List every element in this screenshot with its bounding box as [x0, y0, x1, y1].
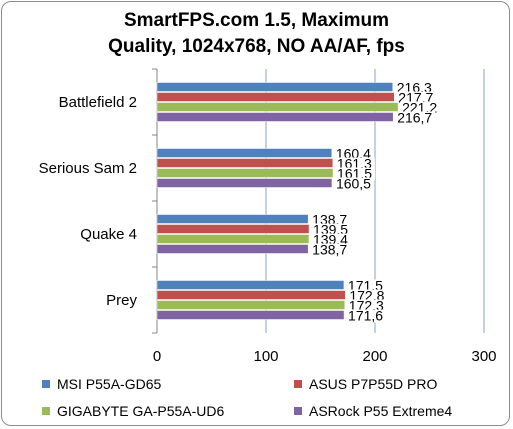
data-label-background: [333, 147, 374, 161]
data-label-background: [395, 111, 436, 125]
data-label-background: [400, 101, 441, 115]
data-label: 216,7: [397, 110, 432, 126]
bar: [156, 82, 394, 92]
data-label-background: [310, 213, 351, 227]
legend-item: ASUS P7P55D PRO: [294, 376, 437, 392]
category-label: Prey: [106, 292, 137, 309]
legend-item: ASRock P55 Extreme4: [294, 403, 452, 419]
data-label-background: [346, 309, 387, 323]
data-label-background: [311, 223, 352, 237]
data-label-background: [310, 243, 351, 257]
data-label-background: [310, 233, 351, 247]
legend-swatch: [42, 380, 50, 388]
category-label: Serious Sam 2: [39, 160, 137, 177]
bar: [156, 158, 334, 168]
bar: [156, 148, 333, 158]
legend-swatch: [42, 407, 50, 415]
data-label-background: [394, 81, 435, 95]
bar: [156, 280, 345, 290]
data-label-background: [347, 289, 388, 303]
x-tick-label: 200: [362, 348, 387, 365]
legend-label: MSI P55A-GD65: [57, 376, 162, 392]
data-label: 171,6: [348, 308, 383, 324]
data-label-background: [345, 279, 386, 293]
bar: [156, 224, 310, 234]
legend-swatch: [294, 380, 302, 388]
bar: [156, 92, 395, 102]
bar: [156, 290, 346, 300]
chart-title-line-1: SmartFPS.com 1.5, Maximum: [123, 10, 390, 31]
data-label: 160,5: [336, 176, 371, 192]
bar: [156, 310, 345, 320]
chart-title-line-2: Quality, 1024x768, NO AA/AF, fps: [108, 36, 405, 57]
chart-title: SmartFPS.com 1.5, Maximum Quality, 1024x…: [40, 8, 473, 60]
x-tick-label: 0: [153, 348, 161, 365]
data-label: 138,7: [312, 242, 347, 258]
data-label-background: [335, 167, 376, 181]
bar: [156, 244, 309, 254]
data-label-background: [333, 177, 374, 191]
data-label-background: [396, 91, 437, 105]
bar: [156, 102, 399, 112]
bar: [156, 178, 333, 188]
legend-item: MSI P55A-GD65: [42, 376, 161, 392]
category-label: Quake 4: [80, 226, 137, 243]
legend-label: ASRock P55 Extreme4: [309, 403, 453, 419]
x-tick-label: 300: [471, 348, 496, 365]
bar: [156, 214, 309, 224]
bar: [156, 300, 346, 310]
legend-label: ASUS P7P55D PRO: [309, 376, 438, 392]
category-label: Battlefield 2: [59, 94, 137, 111]
bar: [156, 234, 310, 244]
bar: [156, 112, 394, 122]
legend-label: GIGABYTE GA-P55A-UD6: [57, 403, 225, 419]
bar: [156, 168, 334, 178]
legend-swatch: [294, 407, 302, 415]
data-label-background: [346, 299, 387, 313]
legend-item: GIGABYTE GA-P55A-UD6: [42, 403, 224, 419]
data-label-background: [334, 157, 375, 171]
x-tick-label: 100: [253, 348, 278, 365]
